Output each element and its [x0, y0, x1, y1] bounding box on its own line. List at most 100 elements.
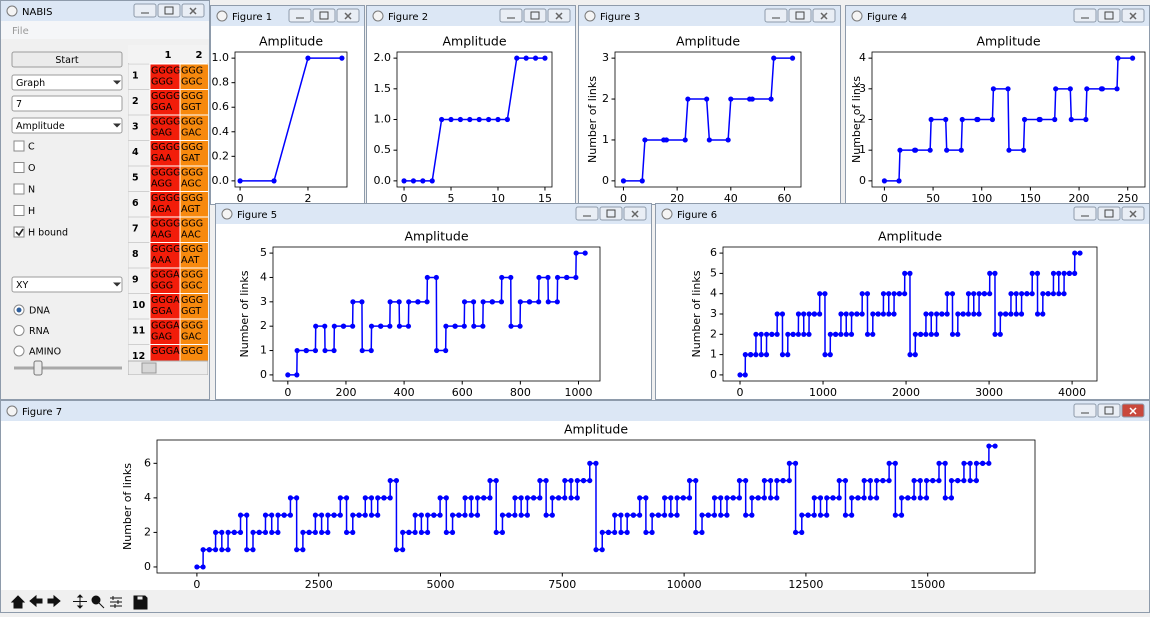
combo-box[interactable] [11, 276, 123, 293]
table-cell[interactable] [179, 114, 210, 141]
data-point [899, 495, 905, 501]
data-point [574, 495, 580, 501]
toolbar-button[interactable] [91, 595, 105, 609]
row-label: 1 [132, 71, 139, 82]
data-point [749, 96, 755, 102]
chart-title: Amplitude [442, 34, 506, 49]
data-point [725, 137, 731, 143]
toolbar-button[interactable] [73, 594, 87, 609]
data-point [755, 495, 761, 501]
toolbar-button[interactable] [10, 595, 26, 609]
data-point [387, 477, 393, 484]
table-cell[interactable] [149, 242, 181, 269]
cell-text: GGG [181, 244, 203, 255]
y-tick-label: 1 [859, 143, 866, 156]
maximize-button[interactable] [599, 206, 623, 221]
minimize-button[interactable] [1073, 206, 1097, 221]
data-point [959, 116, 965, 123]
table-cell[interactable] [179, 191, 210, 218]
toolbar-button[interactable] [29, 594, 43, 608]
data-point [880, 477, 886, 484]
table-cell[interactable] [149, 293, 181, 320]
minimize-button[interactable] [1073, 8, 1097, 23]
menu-item[interactable]: File [12, 26, 29, 37]
radio-button[interactable] [13, 345, 25, 357]
text-input[interactable] [11, 95, 123, 112]
maximize-button[interactable] [157, 3, 181, 18]
data-point [543, 512, 549, 518]
data-point [875, 311, 881, 317]
data-point [593, 460, 599, 466]
data-point [936, 460, 942, 466]
x-tick-label: 20 [670, 192, 684, 205]
maximize-button[interactable] [788, 8, 812, 23]
toolbar-button[interactable] [133, 595, 148, 610]
table-cell[interactable] [149, 89, 181, 116]
data-point [870, 331, 876, 337]
icon [1129, 12, 1137, 20]
combo-box[interactable] [11, 74, 123, 91]
minimize-button[interactable] [133, 3, 157, 18]
data-point [705, 512, 711, 518]
cell-text: GGG [181, 295, 203, 306]
table-cell[interactable] [179, 140, 210, 167]
checkbox[interactable] [13, 183, 25, 195]
minimize-button[interactable] [288, 8, 312, 23]
data-point [294, 547, 300, 553]
data-point [923, 331, 929, 337]
checkbox-label: C [28, 142, 35, 153]
combo-box[interactable] [11, 117, 123, 134]
table-cell[interactable] [179, 216, 210, 243]
minimize-button[interactable] [499, 8, 523, 23]
y-tick-label: 3 [260, 295, 267, 308]
table-cell[interactable] [179, 318, 210, 345]
maximize-button[interactable] [1097, 206, 1121, 221]
data-point [718, 495, 724, 501]
radio-button[interactable] [13, 325, 25, 336]
table-cell[interactable] [149, 216, 181, 243]
maximize-button[interactable] [1097, 403, 1121, 418]
data-point [886, 460, 892, 466]
table-cell[interactable] [149, 63, 181, 90]
data-point [350, 529, 356, 536]
data-point [958, 147, 964, 153]
window: Figure 7 Amplitude Number of links 0 2500 500… [0, 400, 1150, 613]
maximize-button[interactable] [523, 8, 547, 23]
toolbar [1, 590, 1149, 612]
button[interactable] [11, 51, 123, 68]
data-point [410, 178, 417, 184]
table-cell[interactable] [149, 114, 181, 141]
maximize-button[interactable] [312, 8, 336, 23]
maximize-button[interactable] [1097, 8, 1121, 23]
minimize-button[interactable] [1073, 403, 1097, 418]
data-point [527, 299, 533, 305]
data-point [961, 460, 967, 466]
checkbox[interactable] [13, 162, 25, 173]
toolbar-button[interactable] [47, 594, 61, 608]
slider-handle[interactable] [33, 360, 43, 376]
minimize-button[interactable] [764, 8, 788, 23]
data-point [685, 96, 691, 102]
checkbox[interactable] [13, 205, 25, 216]
table-cell[interactable] [149, 191, 181, 218]
icon [1129, 407, 1137, 415]
data-point [269, 529, 275, 536]
data-point [992, 331, 998, 337]
table-cell[interactable] [179, 242, 210, 269]
scrollbar[interactable] [128, 360, 208, 375]
table-cell[interactable] [149, 165, 181, 192]
x-tick-label: 400 [394, 386, 415, 399]
minimize-button[interactable] [575, 206, 599, 221]
table-cell[interactable] [179, 293, 210, 320]
data-point [986, 443, 992, 449]
toolbar-button[interactable] [110, 596, 122, 608]
data-point [830, 495, 836, 501]
data-point [487, 477, 493, 484]
checkbox[interactable] [13, 226, 25, 238]
scroll-thumb[interactable] [141, 362, 157, 374]
data-point [418, 512, 424, 518]
data-point [642, 137, 648, 143]
data-point [699, 512, 705, 518]
checkbox[interactable] [13, 140, 25, 152]
x-tick-label: 0 [193, 578, 200, 591]
